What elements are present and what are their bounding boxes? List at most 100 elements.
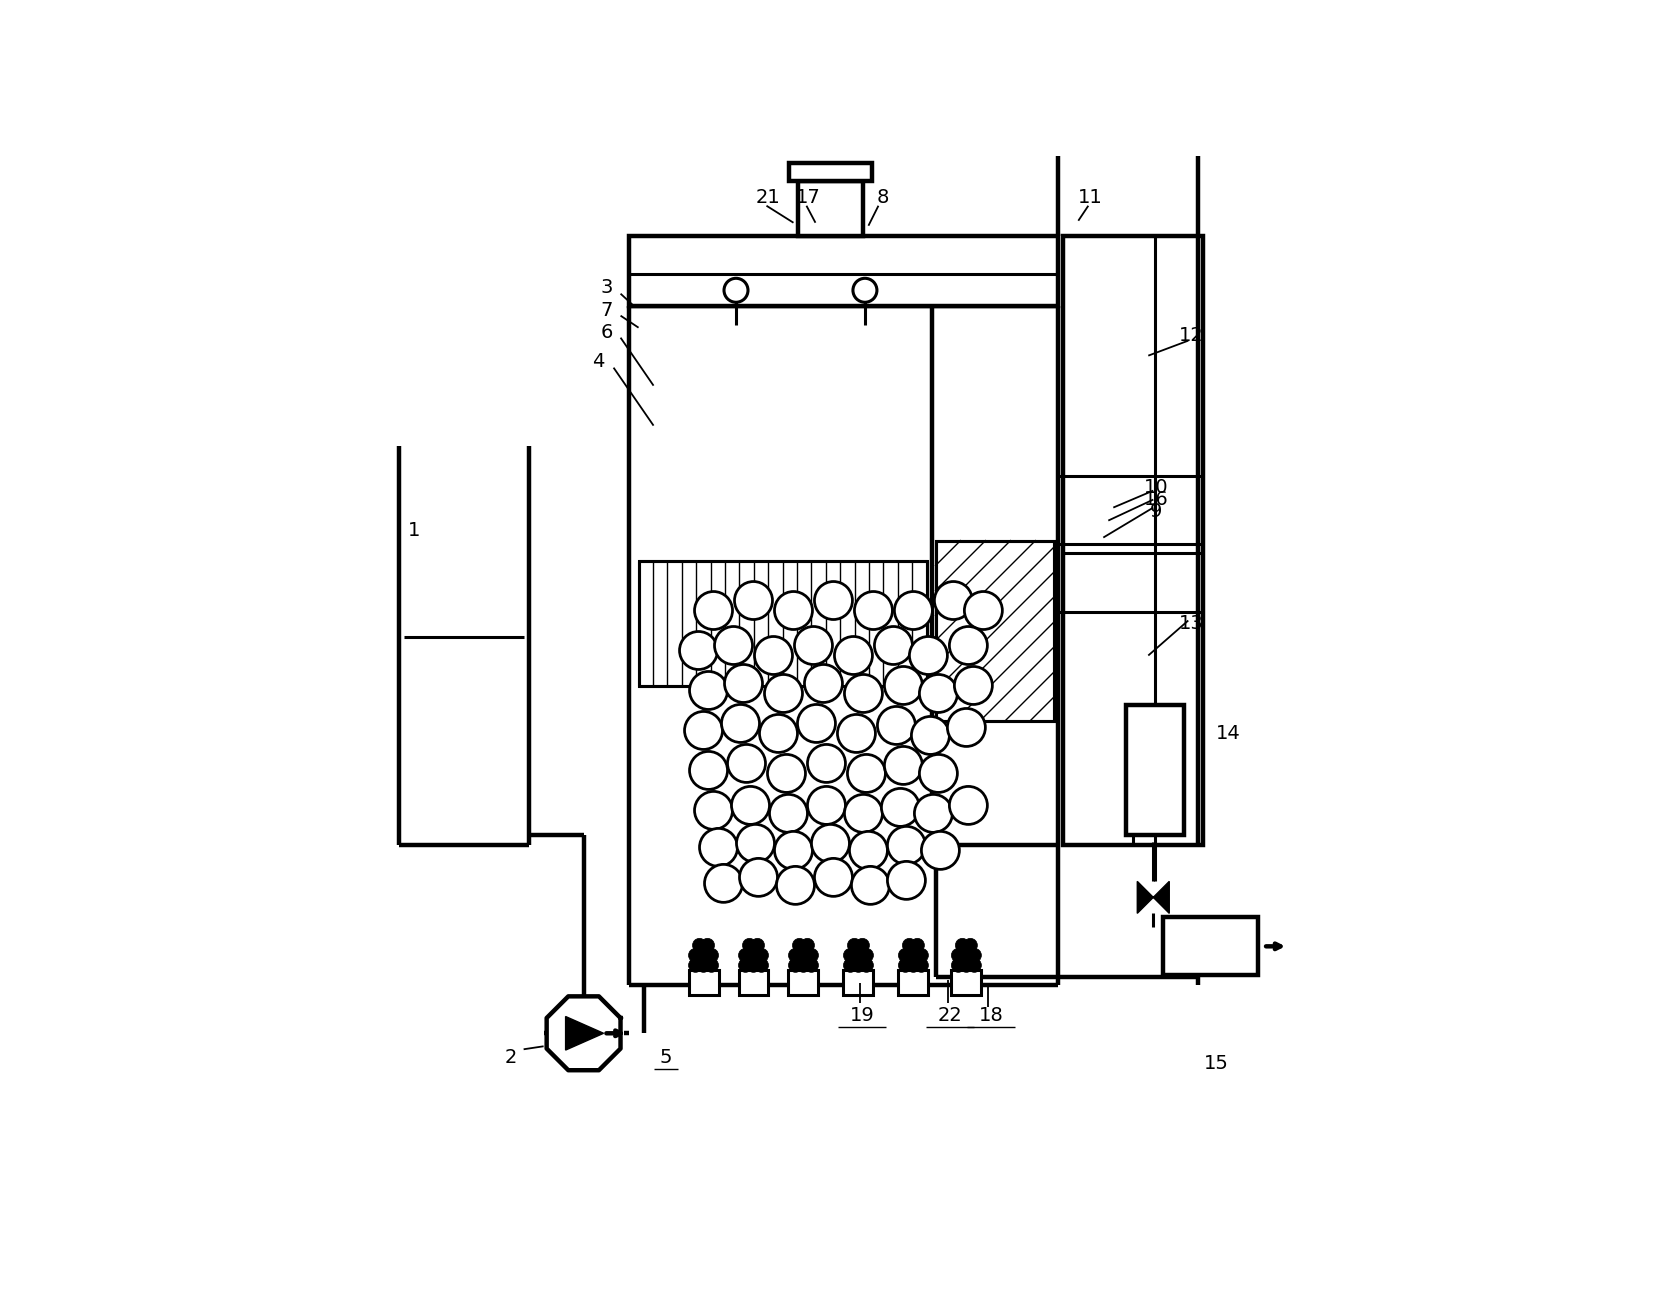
Circle shape — [705, 949, 719, 962]
Text: 4: 4 — [593, 352, 605, 371]
Circle shape — [910, 636, 948, 675]
Bar — [898, 971, 928, 996]
Circle shape — [848, 754, 886, 792]
Circle shape — [894, 592, 933, 630]
Circle shape — [742, 938, 757, 953]
Text: 21: 21 — [755, 188, 781, 208]
Text: 16: 16 — [1144, 491, 1169, 509]
Circle shape — [874, 627, 913, 665]
Circle shape — [884, 746, 923, 784]
Text: 8: 8 — [876, 188, 889, 208]
Text: 5: 5 — [660, 1047, 672, 1067]
Circle shape — [700, 828, 737, 866]
Circle shape — [769, 794, 807, 832]
Circle shape — [844, 949, 858, 962]
Bar — [844, 971, 873, 996]
Bar — [789, 971, 819, 996]
Circle shape — [690, 671, 727, 710]
Circle shape — [777, 866, 814, 905]
Circle shape — [859, 949, 873, 962]
Text: 6: 6 — [600, 323, 613, 343]
Circle shape — [725, 665, 762, 702]
Circle shape — [801, 938, 814, 953]
Circle shape — [906, 958, 920, 972]
Circle shape — [688, 949, 702, 962]
Circle shape — [792, 938, 806, 953]
Circle shape — [898, 958, 913, 972]
Circle shape — [935, 582, 973, 619]
Circle shape — [814, 582, 853, 619]
Circle shape — [921, 832, 960, 870]
Circle shape — [898, 949, 913, 962]
Circle shape — [697, 958, 710, 972]
Circle shape — [853, 278, 878, 302]
Circle shape — [915, 794, 953, 832]
Circle shape — [963, 938, 978, 953]
Text: 13: 13 — [1179, 614, 1204, 633]
Circle shape — [750, 938, 764, 953]
Circle shape — [851, 958, 866, 972]
Circle shape — [722, 705, 759, 742]
Circle shape — [881, 788, 920, 827]
Circle shape — [950, 787, 987, 824]
Text: 15: 15 — [1204, 1054, 1229, 1072]
Circle shape — [695, 592, 732, 630]
Bar — [936, 540, 1054, 722]
Circle shape — [754, 949, 769, 962]
Circle shape — [774, 592, 812, 630]
Text: 17: 17 — [796, 188, 821, 208]
Circle shape — [794, 627, 832, 665]
Circle shape — [834, 636, 873, 675]
Circle shape — [888, 862, 925, 900]
Circle shape — [884, 666, 923, 705]
Polygon shape — [546, 997, 620, 1071]
Text: 10: 10 — [1144, 478, 1169, 497]
Bar — [1162, 918, 1258, 975]
Circle shape — [797, 705, 836, 742]
Circle shape — [705, 864, 742, 902]
Circle shape — [960, 949, 973, 962]
Bar — [951, 971, 982, 996]
Circle shape — [955, 938, 970, 953]
Circle shape — [692, 938, 707, 953]
Circle shape — [767, 754, 806, 792]
Text: 12: 12 — [1179, 326, 1204, 345]
Circle shape — [685, 711, 722, 749]
Text: 11: 11 — [1079, 188, 1102, 208]
Circle shape — [804, 665, 843, 702]
Circle shape — [747, 958, 760, 972]
Bar — [789, 162, 873, 180]
Circle shape — [789, 949, 802, 962]
Circle shape — [851, 866, 889, 905]
Bar — [739, 971, 769, 996]
Circle shape — [688, 958, 702, 972]
Circle shape — [732, 787, 769, 824]
Bar — [797, 180, 863, 236]
Circle shape — [851, 949, 866, 962]
Circle shape — [807, 745, 846, 783]
Circle shape — [848, 938, 861, 953]
Circle shape — [705, 958, 719, 972]
Circle shape — [814, 858, 853, 897]
Circle shape — [856, 938, 869, 953]
Text: 3: 3 — [600, 278, 613, 297]
Circle shape — [920, 754, 958, 792]
Bar — [638, 561, 926, 687]
Circle shape — [950, 627, 987, 665]
Polygon shape — [1137, 881, 1169, 914]
Circle shape — [700, 938, 715, 953]
Circle shape — [807, 787, 846, 824]
Circle shape — [838, 714, 876, 753]
Circle shape — [754, 958, 769, 972]
Circle shape — [754, 636, 792, 675]
Text: 2: 2 — [504, 1047, 518, 1067]
Circle shape — [727, 745, 765, 783]
Circle shape — [854, 592, 893, 630]
Circle shape — [948, 709, 985, 746]
Circle shape — [695, 792, 732, 829]
Circle shape — [844, 958, 858, 972]
Circle shape — [920, 675, 958, 713]
Circle shape — [804, 958, 819, 972]
Circle shape — [888, 827, 925, 864]
Circle shape — [759, 714, 797, 753]
